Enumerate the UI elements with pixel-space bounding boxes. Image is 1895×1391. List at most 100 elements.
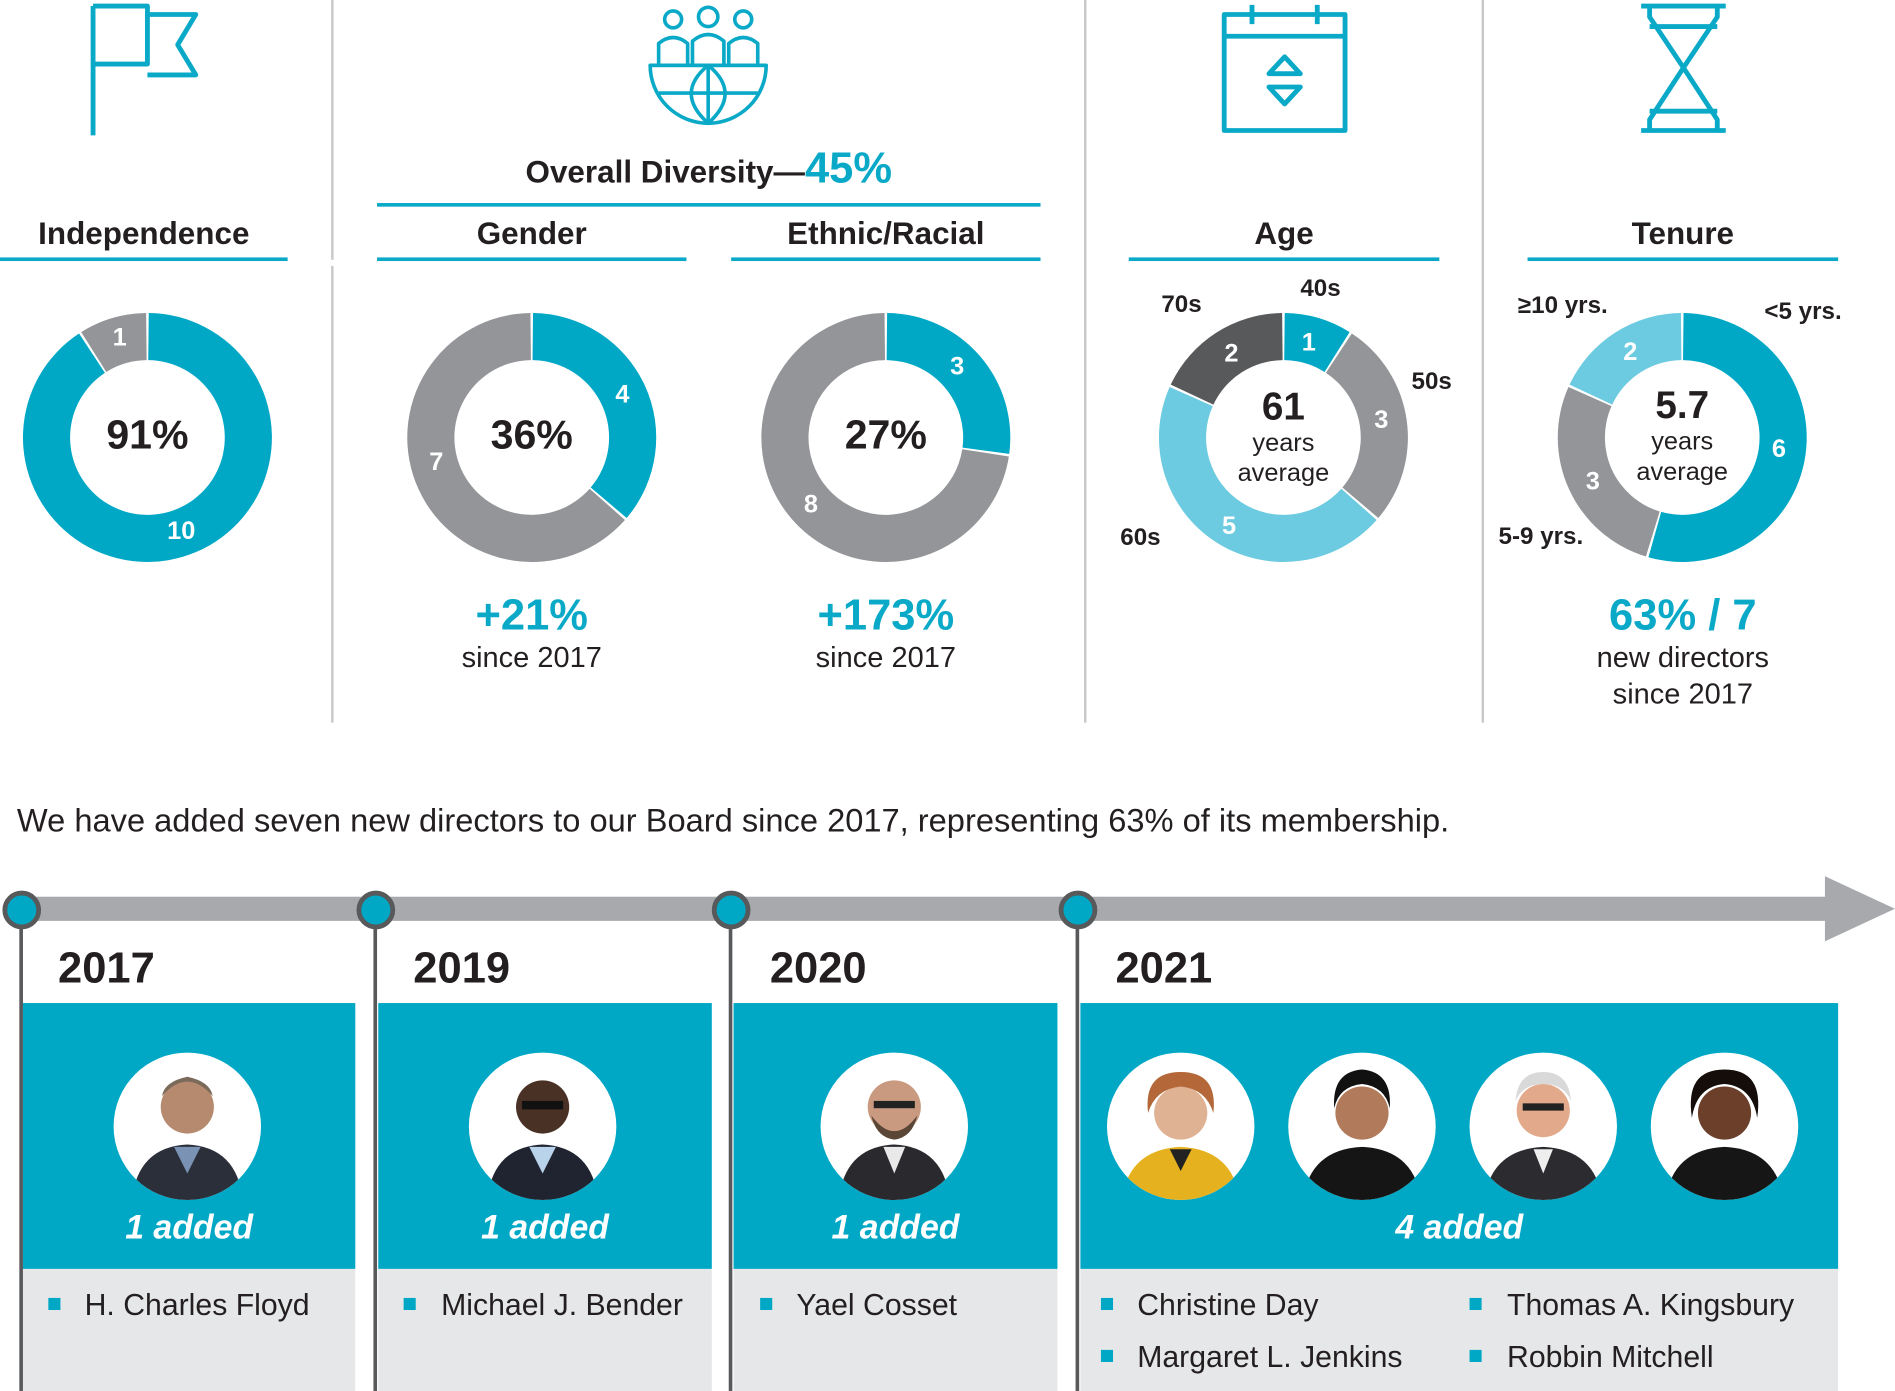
independence-donut: 91% 10 1 xyxy=(22,313,272,562)
year-label: 2020 xyxy=(769,942,867,993)
center-text: years xyxy=(1651,428,1713,456)
slice-value-label: 5 xyxy=(1222,512,1236,540)
header-tenure: Tenure xyxy=(1631,215,1735,252)
names-panel xyxy=(733,1268,1058,1391)
divider xyxy=(331,265,334,723)
added-count: 4 added xyxy=(1395,1208,1524,1246)
names-panel xyxy=(378,1268,712,1391)
flag-icon xyxy=(90,3,199,136)
names-panel xyxy=(1080,1268,1839,1391)
donut-slice xyxy=(81,313,147,372)
tenure-label-5to9: 5-9 yrs. xyxy=(1498,523,1584,550)
director-photo xyxy=(1106,1052,1255,1201)
gender-donut: 36% 4 7 xyxy=(407,313,657,562)
timeline-marker xyxy=(2,890,42,930)
donut-slice xyxy=(407,313,625,562)
overall-diversity-underline xyxy=(377,203,1041,207)
slice-value-label: 2 xyxy=(1224,339,1238,367)
bullet-icon xyxy=(48,1297,61,1311)
arrow-head-icon xyxy=(1824,876,1895,942)
donut-slice xyxy=(532,313,657,519)
timeline-stem xyxy=(373,908,378,1391)
center-text: average xyxy=(1636,458,1728,486)
header-age: Age xyxy=(1254,215,1314,252)
director-photo xyxy=(1469,1052,1617,1201)
hourglass-icon xyxy=(1641,3,1726,133)
bullet-icon xyxy=(1469,1297,1482,1311)
slice-value-label: 2 xyxy=(1623,338,1637,366)
tenure-label-under5: <5 yrs. xyxy=(1764,298,1842,326)
center-label: 91% xyxy=(106,411,188,457)
ethnic-change-sub: since 2017 xyxy=(815,641,956,675)
people-globe-icon xyxy=(648,5,769,125)
slice-value-label: 1 xyxy=(1302,328,1316,356)
slice-value-label: 4 xyxy=(615,380,629,408)
director-name: H. Charles Floyd xyxy=(84,1288,310,1323)
header-ethnic: Ethnic/Racial xyxy=(787,215,985,252)
slice-value-label: 3 xyxy=(1586,467,1600,495)
director-name: Margaret L. Jenkins xyxy=(1137,1340,1403,1375)
director-name: Christine Day xyxy=(1137,1288,1319,1323)
tenure-donut: 5.7 years average 6 3 2 xyxy=(1557,313,1807,562)
donut-slice xyxy=(1284,313,1350,372)
year-label: 2017 xyxy=(58,942,155,993)
director-name: Robbin Mitchell xyxy=(1506,1340,1714,1375)
slice-value-label: 8 xyxy=(804,490,818,518)
director-photo xyxy=(468,1052,617,1201)
header-independence: Independence xyxy=(38,215,250,252)
ethnic-donut: 27% 3 8 xyxy=(761,313,1011,562)
director-photo xyxy=(820,1052,969,1201)
overall-diversity-value: 45% xyxy=(804,142,893,193)
age-donut: 61 years average 1 3 5 2 xyxy=(1158,313,1408,562)
tenure-new-sub: since 2017 xyxy=(1612,677,1753,711)
slice-value-label: 3 xyxy=(1374,406,1388,434)
overall-diversity-label: Overall Diversity— xyxy=(525,153,805,190)
slice-value-label: 7 xyxy=(429,448,443,476)
director-photo xyxy=(1650,1052,1799,1201)
added-count: 1 added xyxy=(125,1208,254,1246)
director-name: Thomas A. Kingsbury xyxy=(1506,1288,1795,1323)
director-name: Yael Cosset xyxy=(796,1288,958,1323)
ethnic-change: +173% xyxy=(817,589,955,640)
timeline-marker xyxy=(356,890,396,930)
age-label-40s: 40s xyxy=(1300,275,1341,303)
donut-slice xyxy=(886,313,1011,454)
names-panel xyxy=(22,1268,356,1391)
header-gender: Gender xyxy=(476,215,587,252)
donut-slice xyxy=(1557,386,1660,557)
center-value: 61 xyxy=(1262,385,1305,428)
year-label: 2019 xyxy=(413,942,511,993)
header-underline xyxy=(377,257,687,262)
header-underline xyxy=(0,257,288,262)
summary-text: We have added seven new directors to our… xyxy=(16,802,1450,839)
center-label: 27% xyxy=(845,411,927,457)
donut-slice xyxy=(761,313,1009,562)
age-label-50s: 50s xyxy=(1411,368,1452,396)
bullet-icon xyxy=(760,1297,773,1311)
tenure-label-10plus: ≥10 yrs. xyxy=(1517,292,1608,320)
divider xyxy=(331,0,334,260)
added-count: 1 added xyxy=(831,1208,960,1246)
donut-slice xyxy=(1325,333,1408,519)
donut-slice xyxy=(1648,313,1807,562)
age-label-60s: 60s xyxy=(1120,524,1161,552)
timeline-marker xyxy=(711,890,751,930)
added-count: 1 added xyxy=(481,1208,609,1246)
divider xyxy=(1481,0,1485,723)
donut-slice xyxy=(1569,313,1682,405)
header-underline xyxy=(1128,257,1440,262)
timeline-marker xyxy=(1058,890,1098,930)
center-text: years xyxy=(1252,429,1314,457)
slice-value-label: 10 xyxy=(167,517,195,545)
overall-diversity: Overall Diversity—45% xyxy=(377,143,1040,194)
tenure-new: 63% / 7 xyxy=(1609,589,1757,640)
bullet-icon xyxy=(1469,1349,1482,1362)
center-label: 36% xyxy=(491,411,573,457)
bullet-icon xyxy=(403,1297,416,1311)
director-photo xyxy=(1288,1052,1436,1201)
age-label-70s: 70s xyxy=(1161,291,1202,318)
director-photo xyxy=(113,1052,262,1201)
slice-value-label: 6 xyxy=(1772,435,1786,463)
bullet-icon xyxy=(1100,1297,1114,1311)
gender-change: +21% xyxy=(475,589,588,640)
